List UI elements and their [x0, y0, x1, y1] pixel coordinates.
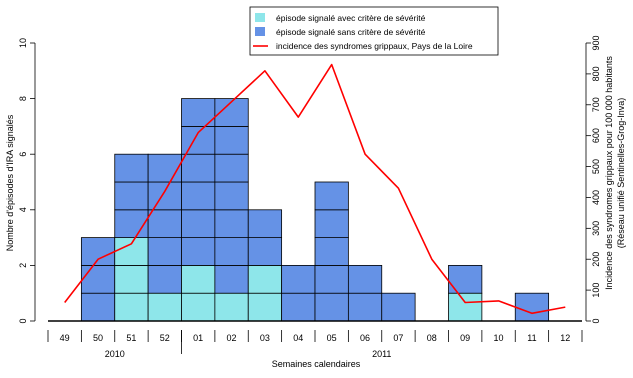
right-axis-tick-label-0: 0 — [591, 318, 601, 323]
left-axis-tick-label-10: 10 — [18, 38, 28, 48]
right-axis-tick-label-800: 800 — [591, 66, 601, 81]
bar-cell-nonsevere-05-3 — [314, 237, 349, 266]
bar-cell-nonsevere-02-2 — [214, 237, 249, 266]
bar-cell-nonsevere-01-5 — [181, 126, 216, 155]
right-axis-tick-label-700: 700 — [591, 97, 601, 112]
bar-cell-nonsevere-02-6 — [214, 126, 249, 155]
left-axis-tick-label-2: 2 — [18, 263, 28, 268]
bar-cell-nonsevere-01-3 — [181, 181, 216, 211]
right-axis-tick-label-100: 100 — [591, 283, 601, 298]
x-axis-tick-label-02: 02 — [227, 333, 237, 343]
x-axis: 49 50 51 52 01 02 03 04 05 06 07 08 09 10 11 12 2010 2011 — [47, 330, 583, 359]
x-axis-tick-label-01: 01 — [193, 333, 203, 343]
x-axis-tick-label-49: 49 — [60, 333, 70, 343]
bar-cell-nonsevere-52-3 — [147, 209, 182, 239]
bar-cell-nonsevere-52-4 — [147, 181, 182, 211]
incidence-line — [64, 63, 566, 315]
left-axis-tick-label-4: 4 — [18, 207, 28, 212]
bar-cell-nonsevere-01-4 — [181, 153, 216, 183]
x-axis-year-label-2010: 2010 — [105, 349, 125, 359]
bar-cell-nonsevere-52-2 — [147, 237, 182, 266]
bar-cell-nonsevere-50-1 — [80, 292, 116, 322]
bar-cell-nonsevere-03-1 — [247, 237, 283, 266]
right-axis-tick-label-500: 500 — [591, 159, 601, 174]
bar-cell-nonsevere-51-1 — [114, 209, 149, 239]
right-axis-tick-label-600: 600 — [591, 128, 601, 143]
left-axis-tick-label-8: 8 — [18, 96, 28, 101]
bar-cell-severe-02-1 — [214, 292, 249, 322]
bar-cell-nonsevere-03-2 — [247, 209, 283, 239]
right-axis-tick-label-300: 300 — [591, 221, 601, 236]
x-axis-title: Semaines calendaires — [272, 359, 361, 369]
bar-cell-nonsevere-02-3 — [214, 209, 249, 239]
legend-swatch-nonsevere — [255, 27, 265, 36]
bar-cell-nonsevere-05-1 — [314, 292, 349, 322]
x-axis-tick-label-08: 08 — [427, 333, 437, 343]
right-axis-tick-label-400: 400 — [591, 190, 601, 205]
bar-cell-nonsevere-01-1 — [181, 237, 216, 266]
bar-cell-severe-52-1 — [147, 292, 182, 322]
x-axis-tick-label-03: 03 — [260, 333, 270, 343]
bar-cell-severe-51-1 — [114, 292, 149, 322]
right-axis-tick-label-200: 200 — [591, 252, 601, 267]
bar-cell-nonsevere-06-1 — [347, 292, 383, 322]
legend: épisode signalé avec critère de sévérité… — [249, 6, 499, 56]
bar-cell-nonsevere-02-1 — [214, 264, 249, 294]
bar-cell-nonsevere-09-1 — [448, 264, 483, 294]
bar-cell-nonsevere-06-2 — [347, 264, 383, 294]
x-axis-tick-label-07: 07 — [393, 333, 403, 343]
y2-axis-title: Incidence des syndromes grippaux pour 10… — [604, 56, 614, 290]
x-axis-tick-label-09: 09 — [460, 333, 470, 343]
right-axis: 0 100 200 300 400 500 600 700 800 900 — [585, 35, 601, 324]
y2-axis-subtitle: (Réseau unifié Sentinelles-Grog-Inva) — [616, 98, 626, 249]
bar-cell-nonsevere-52-1 — [147, 264, 182, 294]
bar-cell-nonsevere-11-1 — [514, 292, 550, 322]
bar-cell-nonsevere-02-4 — [214, 181, 249, 211]
bar-cell-nonsevere-04-2 — [281, 264, 316, 294]
bar-cell-severe-03-1 — [247, 292, 283, 322]
right-axis-tick-label-900: 900 — [591, 35, 601, 50]
legend-label-nonsevere: épisode signalé sans critère de sévérité — [276, 27, 426, 37]
bar-cell-nonsevere-01-6 — [181, 98, 216, 127]
x-axis-tick-label-10: 10 — [494, 333, 504, 343]
bar-cell-nonsevere-50-2 — [80, 264, 116, 294]
x-axis-tick-label-05: 05 — [327, 333, 337, 343]
legend-label-severe: épisode signalé avec critère de sévérité — [276, 13, 426, 23]
bar-cell-severe-01-2 — [181, 264, 216, 294]
bar-cell-nonsevere-04-1 — [281, 292, 316, 322]
bar-cell-nonsevere-07-1 — [381, 292, 416, 322]
bar-cell-severe-01-1 — [181, 292, 216, 322]
legend-label-incidence: incidence des syndromes grippaux, Pays d… — [276, 41, 473, 51]
bar-cell-nonsevere-05-5 — [314, 181, 349, 211]
left-axis: 0 2 4 6 8 10 — [18, 38, 36, 324]
x-axis-year-label-2011: 2011 — [372, 349, 391, 359]
bar-cell-nonsevere-05-4 — [314, 209, 349, 239]
left-axis-tick-label-6: 6 — [18, 152, 28, 157]
bar-cell-severe-03-2 — [247, 264, 283, 294]
x-axis-tick-label-12: 12 — [560, 333, 570, 343]
legend-box — [249, 6, 499, 56]
bar-cell-nonsevere-52-5 — [147, 153, 182, 183]
left-axis-tick-label-0: 0 — [18, 318, 28, 323]
y-axis-title: Nombre d'épisodes d'IRA signalés — [5, 114, 15, 251]
bar-cell-nonsevere-05-2 — [314, 264, 349, 294]
bar-cell-nonsevere-01-2 — [181, 209, 216, 239]
bar-cell-nonsevere-51-3 — [114, 153, 149, 183]
x-axis-tick-label-04: 04 — [293, 333, 303, 343]
bar-cell-nonsevere-50-3 — [80, 237, 116, 266]
bar-cell-severe-09-1 — [448, 292, 483, 322]
x-axis-tick-label-06: 06 — [360, 333, 370, 343]
bar-cell-severe-51-3 — [114, 237, 149, 266]
bar-cell-nonsevere-51-2 — [114, 181, 149, 211]
plot-area — [48, 63, 582, 322]
x-axis-tick-label-52: 52 — [160, 333, 170, 343]
legend-swatch-severe — [255, 13, 265, 22]
x-axis-tick-label-11: 11 — [527, 333, 536, 343]
x-axis-tick-label-51: 51 — [126, 333, 136, 343]
bar-cell-severe-51-2 — [114, 264, 149, 294]
bar-cell-nonsevere-02-5 — [214, 153, 249, 183]
x-axis-tick-label-50: 50 — [93, 333, 103, 343]
